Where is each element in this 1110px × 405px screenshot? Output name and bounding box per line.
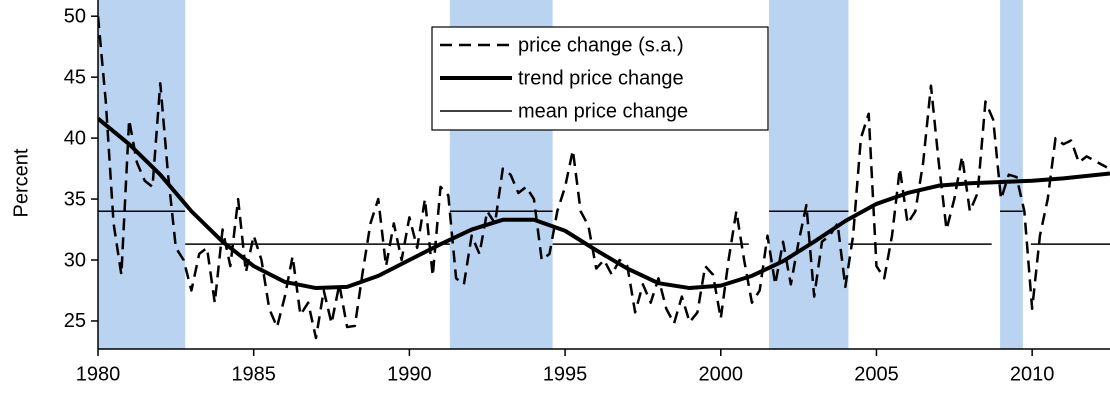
x-tick-label: 1990 [387, 363, 432, 385]
shaded-period [98, 0, 186, 349]
y-tick-label: 45 [64, 66, 86, 88]
y-tick-label: 50 [64, 5, 86, 27]
y-tick-label: 35 [64, 188, 86, 210]
x-tick-label: 2005 [854, 363, 899, 385]
x-tick-label: 2000 [699, 363, 744, 385]
y-tick-label: 25 [64, 310, 86, 332]
series-line [98, 117, 1110, 291]
y-axis-label: Percent [10, 148, 32, 217]
y-tick-label: 40 [64, 127, 86, 149]
legend-label: trend price change [518, 67, 684, 89]
legend-label: mean price change [518, 100, 688, 122]
shaded-period [769, 0, 849, 349]
series-line [98, 16, 1108, 340]
x-tick-label: 2010 [1010, 363, 1055, 385]
x-tick-label: 1985 [231, 363, 276, 385]
legend-label: price change (s.a.) [518, 34, 684, 56]
x-tick-label: 1995 [543, 363, 588, 385]
x-tick-label: 1980 [76, 363, 121, 385]
axes: 25 30 35 40 45 50 1980 1985 1990 1995 2000 2005 2010 [64, 0, 1110, 385]
legend: price change (s.a.) trend price change mea… [431, 26, 769, 131]
y-tick-label: 30 [64, 249, 86, 271]
